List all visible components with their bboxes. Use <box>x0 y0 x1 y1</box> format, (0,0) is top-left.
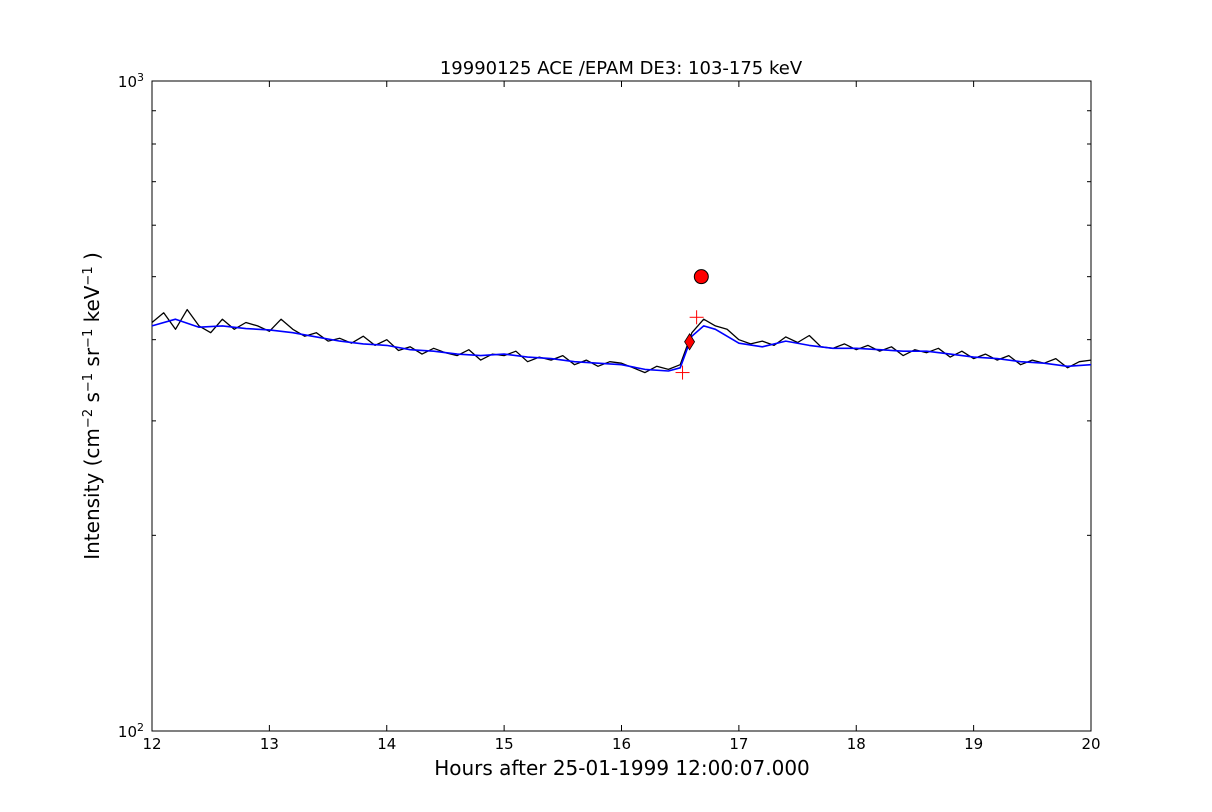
chart-title: 19990125 ACE /EPAM DE3: 103-175 keV <box>440 58 803 79</box>
y-tick-exp: 2 <box>137 721 144 734</box>
y-axis-title-exp4: −1 <box>81 266 96 285</box>
y-axis-title-exp2: −1 <box>81 373 96 392</box>
y-axis-title-exp1: −2 <box>81 409 96 428</box>
y-tick-base: 10 <box>118 723 137 741</box>
y-axis-title-mid2: sr <box>80 347 104 373</box>
x-tick-label: 12 <box>142 735 161 753</box>
event-marker-plus <box>689 310 704 325</box>
event-marker-diamond <box>684 333 696 351</box>
x-tick-label: 14 <box>377 735 396 753</box>
y-axis-title-mid3: keV <box>80 285 104 329</box>
y-axis-title-mid1: s <box>80 392 104 409</box>
x-tick-label: 19 <box>964 735 983 753</box>
y-axis-title: Intensity (cm−2 s−1 sr−1 keV−1 ) <box>80 252 104 560</box>
y-tick-label: 103 <box>118 71 144 92</box>
y-axis-title-prefix: Intensity (cm <box>80 428 104 560</box>
event-marker-circle <box>693 269 709 285</box>
event-marker-plus <box>675 365 690 380</box>
x-tick-label: 13 <box>260 735 279 753</box>
series-line-1 <box>151 318 1092 372</box>
y-axis-title-exp3: −1 <box>81 329 96 348</box>
x-axis: 12 13 14 15 16 17 18 19 20 <box>142 81 1101 753</box>
x-tick-label: 17 <box>729 735 748 753</box>
y-tick-base: 10 <box>118 73 137 91</box>
y-tick-label: 102 <box>118 721 144 742</box>
y-axis-title-suffix: ) <box>80 252 104 266</box>
x-tick-label: 18 <box>847 735 866 753</box>
x-axis-title: Hours after 25-01-1999 12:00:07.000 <box>434 756 810 780</box>
x-tick-label: 20 <box>1081 735 1100 753</box>
plot-frame <box>151 80 1092 732</box>
x-tick-label: 15 <box>495 735 514 753</box>
y-tick-exp: 3 <box>137 71 144 84</box>
plot-area <box>151 80 1092 732</box>
x-tick-label: 16 <box>612 735 631 753</box>
series-layer <box>151 308 1092 374</box>
marker-layer <box>675 269 709 380</box>
